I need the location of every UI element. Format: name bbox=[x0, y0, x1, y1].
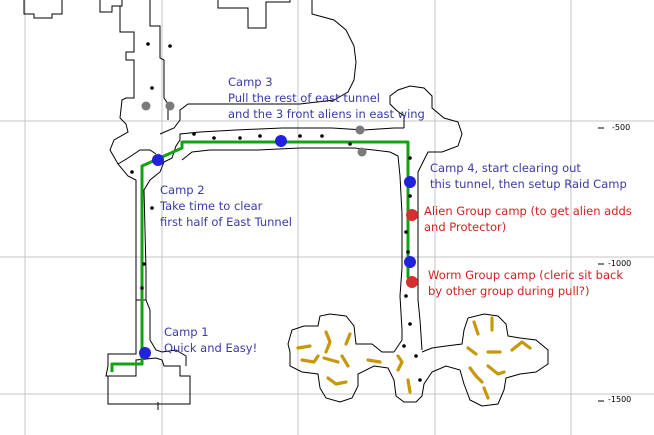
camp1-line: Quick and Easy! bbox=[164, 341, 258, 355]
grid-label-1000: -1000 bbox=[608, 259, 632, 268]
camp4-marker bbox=[404, 176, 416, 188]
worm-group-note: Worm Group camp (cleric sit back by othe… bbox=[428, 267, 623, 299]
camp1-marker bbox=[139, 347, 151, 359]
camp1-note: Camp 1 Quick and Easy! bbox=[164, 324, 257, 356]
wall-camp1-right bbox=[145, 299, 187, 366]
map-walls bbox=[23, 0, 549, 407]
camp3-title: Camp 3 bbox=[228, 75, 273, 89]
wall-top-left bbox=[23, 0, 63, 19]
route-path bbox=[110, 140, 410, 372]
camp4-line: this tunnel, then setup Raid Camp bbox=[430, 177, 627, 191]
camp2-marker bbox=[152, 154, 164, 166]
worm-group-line: by other group during pull?) bbox=[428, 284, 590, 298]
worm-group bbox=[296, 316, 532, 400]
alien-group-line: Alien Group camp (to get alien adds bbox=[424, 204, 632, 218]
camp1-title: Camp 1 bbox=[164, 325, 209, 339]
gray-marker bbox=[165, 101, 175, 111]
spawn-dots bbox=[130, 42, 422, 382]
group-markers bbox=[406, 209, 418, 288]
camp-markers bbox=[139, 135, 416, 359]
camp3-note: Camp 3 Pull the rest of east tunnel and … bbox=[228, 74, 425, 122]
camp3-line: and the 3 front aliens in east wing bbox=[228, 107, 425, 121]
camp3-line: Pull the rest of east tunnel bbox=[228, 91, 380, 105]
alien-group-marker bbox=[406, 209, 418, 221]
gray-marker bbox=[357, 147, 367, 157]
camp2-line: first half of East Tunnel bbox=[160, 215, 292, 229]
wall-worm-area bbox=[287, 313, 549, 407]
worm-group-line: Worm Group camp (cleric sit back bbox=[428, 268, 623, 282]
camp4-note: Camp 4, start clearing out this tunnel, … bbox=[430, 160, 627, 192]
camp2-line: Take time to clear bbox=[160, 199, 263, 213]
alien-group-line: and Protector) bbox=[424, 220, 507, 234]
grid-ticks bbox=[157, 127, 604, 410]
grid-label-500: -500 bbox=[612, 123, 631, 132]
gray-marker bbox=[141, 101, 151, 111]
alien-group-note: Alien Group camp (to get alien adds and … bbox=[424, 203, 632, 235]
gray-markers bbox=[141, 101, 367, 157]
camp4-line: Camp 4, start clearing out bbox=[430, 161, 581, 175]
gray-marker bbox=[355, 125, 365, 135]
camp3-marker bbox=[275, 135, 287, 147]
wall-north-hall bbox=[99, 0, 404, 301]
wall-east-room bbox=[389, 85, 463, 351]
wall-column bbox=[149, 0, 169, 120]
worm-group-camp-blue-marker bbox=[404, 256, 416, 268]
grid-label-1500: -1500 bbox=[608, 395, 632, 404]
wall-camp1-room bbox=[105, 300, 191, 405]
wall-north-hall-east bbox=[159, 0, 357, 135]
wall-east-tunnel-south bbox=[117, 147, 403, 353]
worm-group-marker bbox=[406, 276, 418, 288]
camp2-title: Camp 2 bbox=[160, 183, 205, 197]
camp2-note: Camp 2 Take time to clear first half of … bbox=[160, 182, 292, 230]
